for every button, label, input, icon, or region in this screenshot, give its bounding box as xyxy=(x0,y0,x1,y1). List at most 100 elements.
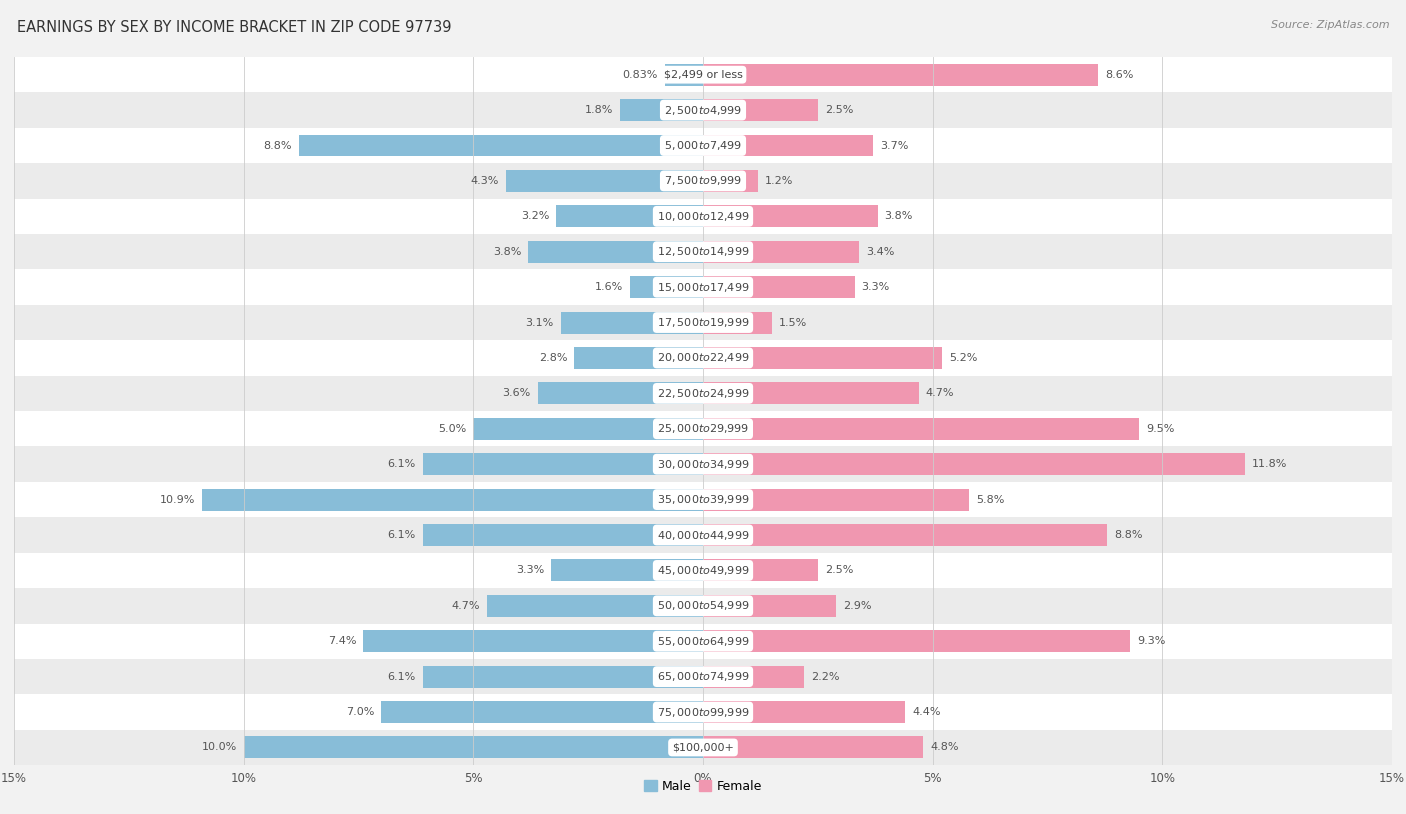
Text: $45,000 to $49,999: $45,000 to $49,999 xyxy=(657,564,749,577)
Text: 3.4%: 3.4% xyxy=(866,247,894,256)
Bar xyxy=(561,312,703,334)
Text: 1.2%: 1.2% xyxy=(765,176,793,186)
Bar xyxy=(703,666,804,688)
Text: $75,000 to $99,999: $75,000 to $99,999 xyxy=(657,706,749,719)
Text: 4.3%: 4.3% xyxy=(470,176,499,186)
Bar xyxy=(703,312,772,334)
Bar xyxy=(14,57,1392,92)
Bar xyxy=(14,624,1392,659)
Bar xyxy=(14,482,1392,518)
Text: 3.8%: 3.8% xyxy=(494,247,522,256)
Text: $25,000 to $29,999: $25,000 to $29,999 xyxy=(657,422,749,435)
Text: 10.0%: 10.0% xyxy=(201,742,236,752)
Text: 8.6%: 8.6% xyxy=(1105,70,1133,80)
Text: $40,000 to $44,999: $40,000 to $44,999 xyxy=(657,528,749,541)
Text: 9.3%: 9.3% xyxy=(1137,637,1166,646)
Bar xyxy=(537,383,703,405)
Bar xyxy=(555,205,703,227)
Text: 8.8%: 8.8% xyxy=(1114,530,1143,540)
Text: $2,499 or less: $2,499 or less xyxy=(664,70,742,80)
Bar xyxy=(703,418,1139,440)
Bar xyxy=(703,524,1107,546)
Text: 4.7%: 4.7% xyxy=(925,388,955,398)
Bar xyxy=(474,418,703,440)
Bar xyxy=(630,276,703,298)
Bar xyxy=(14,588,1392,624)
Bar xyxy=(703,205,877,227)
Text: $17,500 to $19,999: $17,500 to $19,999 xyxy=(657,316,749,329)
Text: 1.5%: 1.5% xyxy=(779,317,807,327)
Bar xyxy=(703,488,969,510)
Bar xyxy=(703,630,1130,652)
Bar xyxy=(243,737,703,759)
Bar xyxy=(14,446,1392,482)
Text: $35,000 to $39,999: $35,000 to $39,999 xyxy=(657,493,749,506)
Text: 3.6%: 3.6% xyxy=(502,388,531,398)
Text: 2.5%: 2.5% xyxy=(825,105,853,115)
Bar xyxy=(703,595,837,617)
Bar xyxy=(14,92,1392,128)
Bar xyxy=(703,170,758,192)
Text: 1.8%: 1.8% xyxy=(585,105,613,115)
Text: $20,000 to $22,499: $20,000 to $22,499 xyxy=(657,352,749,365)
Bar xyxy=(703,276,855,298)
Bar xyxy=(423,453,703,475)
Bar xyxy=(14,128,1392,163)
Bar xyxy=(14,659,1392,694)
Bar xyxy=(423,666,703,688)
Text: 9.5%: 9.5% xyxy=(1146,424,1174,434)
Text: $15,000 to $17,499: $15,000 to $17,499 xyxy=(657,281,749,294)
Text: 2.2%: 2.2% xyxy=(811,672,839,681)
Bar xyxy=(423,524,703,546)
Bar xyxy=(703,559,818,581)
Bar xyxy=(703,99,818,121)
Bar xyxy=(529,241,703,263)
Bar xyxy=(14,199,1392,234)
Text: 6.1%: 6.1% xyxy=(388,459,416,469)
Text: EARNINGS BY SEX BY INCOME BRACKET IN ZIP CODE 97739: EARNINGS BY SEX BY INCOME BRACKET IN ZIP… xyxy=(17,20,451,35)
Text: $50,000 to $54,999: $50,000 to $54,999 xyxy=(657,599,749,612)
Bar xyxy=(486,595,703,617)
Bar xyxy=(703,453,1244,475)
Text: $12,500 to $14,999: $12,500 to $14,999 xyxy=(657,245,749,258)
Text: 2.8%: 2.8% xyxy=(538,353,568,363)
Bar xyxy=(14,269,1392,304)
Bar xyxy=(703,383,920,405)
Bar xyxy=(703,347,942,369)
Text: 2.5%: 2.5% xyxy=(825,566,853,575)
Legend: Male, Female: Male, Female xyxy=(640,775,766,798)
Text: 4.8%: 4.8% xyxy=(931,742,959,752)
Text: $100,000+: $100,000+ xyxy=(672,742,734,752)
Bar xyxy=(14,375,1392,411)
Bar xyxy=(703,737,924,759)
Text: $22,500 to $24,999: $22,500 to $24,999 xyxy=(657,387,749,400)
Text: $55,000 to $64,999: $55,000 to $64,999 xyxy=(657,635,749,648)
Text: 1.6%: 1.6% xyxy=(595,282,623,292)
Text: 7.4%: 7.4% xyxy=(328,637,356,646)
Bar xyxy=(14,234,1392,269)
Bar xyxy=(665,63,703,85)
Bar xyxy=(703,134,873,156)
Bar xyxy=(202,488,703,510)
Bar xyxy=(14,730,1392,765)
Text: 3.7%: 3.7% xyxy=(880,141,908,151)
Bar xyxy=(506,170,703,192)
Text: 2.9%: 2.9% xyxy=(844,601,872,610)
Text: 4.4%: 4.4% xyxy=(912,707,941,717)
Bar xyxy=(14,411,1392,446)
Text: $7,500 to $9,999: $7,500 to $9,999 xyxy=(664,174,742,187)
Bar xyxy=(551,559,703,581)
Bar xyxy=(14,163,1392,199)
Bar xyxy=(703,701,905,723)
Text: $65,000 to $74,999: $65,000 to $74,999 xyxy=(657,670,749,683)
Bar xyxy=(14,304,1392,340)
Text: 6.1%: 6.1% xyxy=(388,672,416,681)
Bar xyxy=(363,630,703,652)
Text: Source: ZipAtlas.com: Source: ZipAtlas.com xyxy=(1271,20,1389,30)
Text: 5.8%: 5.8% xyxy=(976,495,1005,505)
Text: 5.2%: 5.2% xyxy=(949,353,977,363)
Text: 4.7%: 4.7% xyxy=(451,601,481,610)
Text: 0.83%: 0.83% xyxy=(623,70,658,80)
Bar xyxy=(620,99,703,121)
Text: 3.2%: 3.2% xyxy=(520,212,550,221)
